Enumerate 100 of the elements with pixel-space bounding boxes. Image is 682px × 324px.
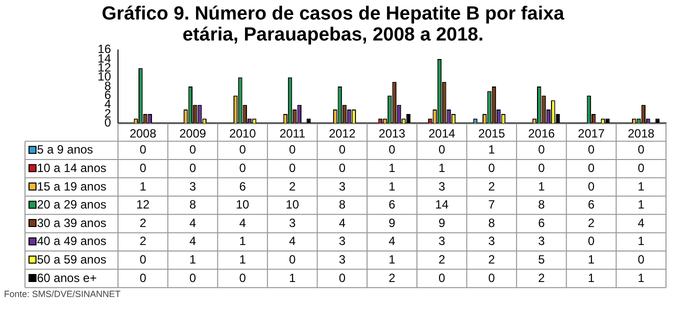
data-label: 0: [338, 160, 346, 175]
data-label: 4: [338, 216, 346, 230]
data-label: 8: [488, 216, 496, 230]
data-label: 0: [338, 270, 346, 285]
data-label: 1: [588, 252, 595, 266]
data-label: 0: [189, 142, 196, 157]
data-label: 1: [388, 252, 396, 266]
data-label: 1: [538, 179, 546, 194]
data-label: 12: [136, 198, 150, 212]
data-label: 0: [239, 270, 246, 285]
x-tick-label: 2014: [428, 126, 456, 141]
x-tick-label: 2015: [478, 126, 506, 141]
data-label: 0: [638, 160, 645, 175]
data-label: 0: [239, 142, 246, 157]
data-label: 4: [388, 234, 396, 248]
data-label: 1: [239, 234, 246, 248]
data-label: 6: [239, 179, 246, 194]
data-label: 0: [239, 160, 246, 175]
data-label: 3: [538, 234, 546, 248]
legend-label: 40 a 49 anos: [37, 234, 106, 248]
data-label: 5: [538, 252, 546, 266]
x-tick-label: 2016: [528, 126, 556, 141]
data-label: 1: [140, 179, 147, 194]
data-label: 2: [289, 179, 296, 194]
data-label: 1: [189, 252, 196, 266]
data-label: 0: [140, 252, 147, 266]
data-label: 1: [638, 198, 645, 212]
data-label: 4: [189, 234, 196, 248]
data-label: 3: [438, 179, 446, 194]
data-label: 2: [140, 216, 147, 230]
data-label: 1: [388, 160, 396, 175]
legend-label: 20 a 29 anos: [37, 198, 106, 212]
data-label: 3: [338, 252, 346, 266]
data-label: 0: [488, 270, 496, 285]
legend-label: 30 a 39 anos: [37, 216, 106, 230]
data-label: 1: [638, 270, 645, 285]
data-label: 3: [488, 234, 496, 248]
data-label: 1: [388, 179, 396, 194]
data-label: 8: [538, 198, 546, 212]
x-tick-label: 2018: [628, 126, 655, 141]
data-label: 1: [289, 270, 296, 285]
legend-label: 15 a 19 anos: [37, 179, 106, 194]
data-label: 6: [588, 198, 595, 212]
data-label: 3: [338, 234, 346, 248]
data-label: 1: [438, 160, 446, 175]
data-label: 4: [189, 216, 196, 230]
data-label: 10: [286, 198, 300, 212]
chart-title: Gráfico 9. Número de casos de Hepatite B por faixa etária, Parauapebas, 2008 a 2018.: [102, 4, 565, 46]
data-label: 2: [588, 216, 595, 230]
data-label: 3: [338, 179, 346, 194]
data-label: 0: [140, 270, 147, 285]
data-label: 4: [239, 216, 246, 230]
data-label: 4: [638, 216, 645, 230]
data-label: 1: [239, 252, 246, 266]
data-label: 7: [488, 198, 496, 212]
data-label: 10: [236, 198, 250, 212]
x-tick-label: 2012: [328, 126, 356, 141]
legend-label: 60 anos e+: [37, 270, 97, 285]
data-label: 0: [140, 142, 147, 157]
data-label: 2: [140, 234, 147, 248]
data-label: 0: [488, 160, 496, 175]
data-label: 0: [588, 234, 595, 248]
x-tick-label: 2013: [378, 126, 406, 141]
data-label: 0: [588, 179, 595, 194]
data-label: 0: [289, 252, 296, 266]
data-label: 0: [189, 160, 196, 175]
legend-label: 5 a 9 anos: [37, 142, 94, 157]
data-label: 0: [388, 142, 396, 157]
data-label: 3: [189, 179, 196, 194]
source-note: Fonte: SMS/DVE/SINANNET: [4, 289, 122, 300]
data-label: 1: [488, 142, 496, 157]
data-label: 3: [438, 234, 446, 248]
legend-label: 50 a 59 anos: [37, 252, 106, 266]
data-label: 0: [638, 252, 645, 266]
x-tick-label: 2017: [578, 126, 605, 141]
data-label: 8: [338, 198, 346, 212]
data-label: 2: [488, 179, 496, 194]
x-tick-label: 2008: [130, 126, 157, 141]
data-label: 0: [588, 160, 595, 175]
data-label: 2: [388, 270, 396, 285]
data-label: 8: [189, 198, 196, 212]
data-label: 6: [538, 216, 546, 230]
data-label: 0: [289, 160, 296, 175]
data-label: 2: [488, 252, 496, 266]
data-label: 0: [438, 270, 446, 285]
data-label: 0: [538, 142, 546, 157]
data-label: 1: [638, 179, 645, 194]
data-label: 0: [289, 142, 296, 157]
legend-label: 10 a 14 anos: [37, 160, 106, 175]
data-label: 9: [388, 216, 396, 230]
data-label: 0: [140, 160, 147, 175]
data-label: 0: [438, 142, 446, 157]
data-label: 0: [189, 270, 196, 285]
x-tick-label: 2010: [229, 126, 256, 141]
x-tick-label: 2009: [179, 126, 206, 141]
data-label: 0: [588, 142, 595, 157]
data-label: 2: [438, 252, 446, 266]
data-label: 0: [538, 160, 546, 175]
data-label: 0: [338, 142, 346, 157]
data-label: 6: [388, 198, 396, 212]
